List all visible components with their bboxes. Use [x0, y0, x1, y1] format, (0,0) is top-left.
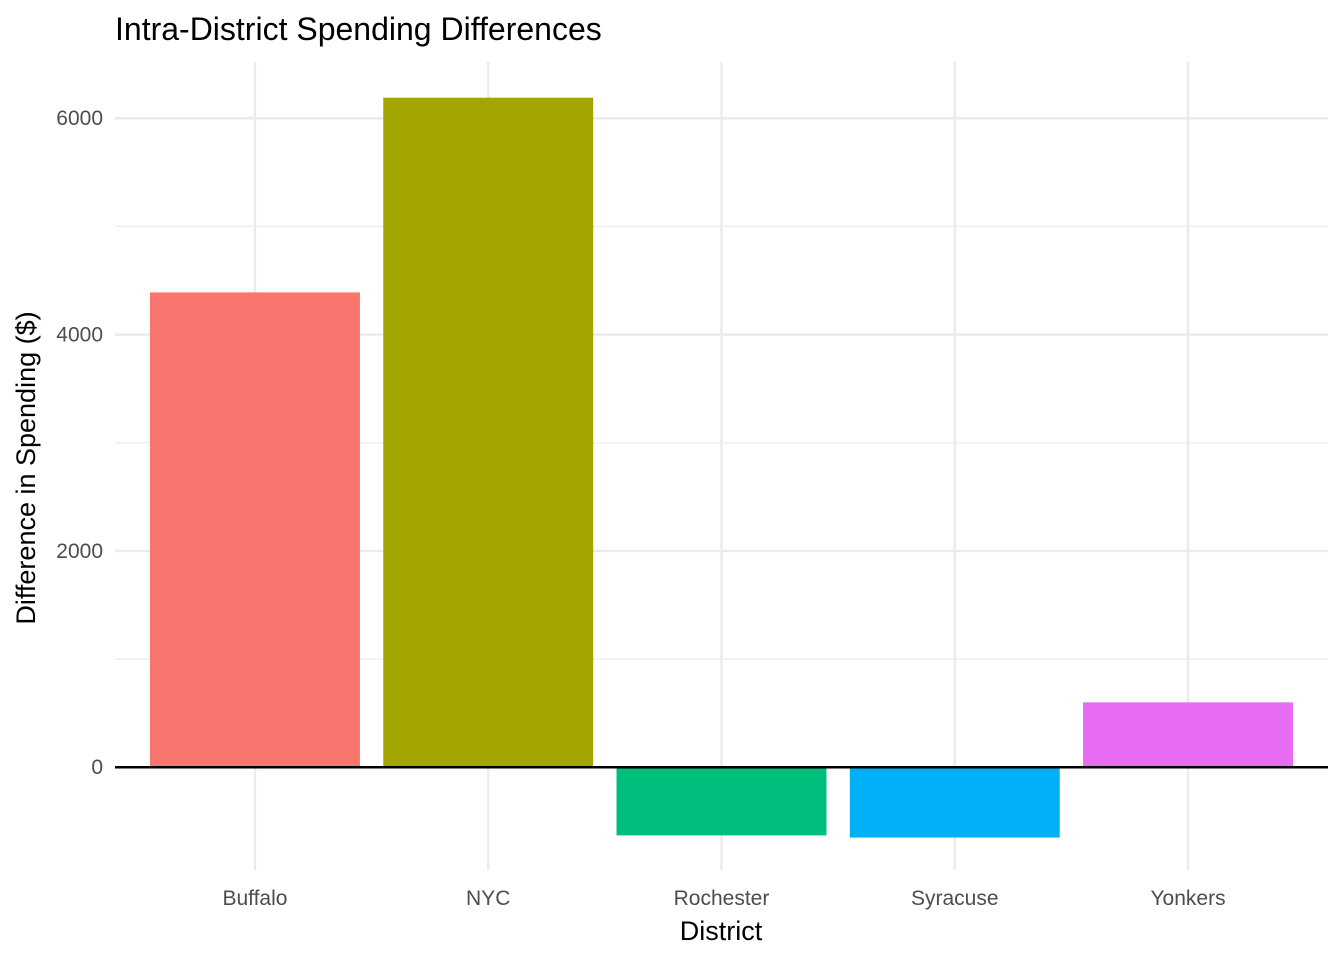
y-tick-label: 2000 [56, 540, 103, 563]
bar-buffalo [149, 292, 360, 768]
x-tick-label: Yonkers [1150, 887, 1225, 910]
y-tick-label: 0 [91, 756, 103, 779]
y-tick-label: 6000 [56, 107, 103, 130]
bar-yonkers [1083, 702, 1294, 768]
bar-nyc [383, 97, 594, 768]
y-axis-title: Difference in Spending ($) [11, 311, 41, 624]
x-tick-label: Rochester [674, 887, 770, 910]
x-axis-title: District [680, 916, 763, 946]
chart-title: Intra-District Spending Differences [115, 11, 602, 47]
x-tick-label: Buffalo [222, 887, 287, 910]
x-tick-label: Syracuse [911, 887, 999, 910]
x-axis-ticks: Buffalo NYC Rochester Syracuse Yonkers [222, 887, 1225, 910]
bars [149, 97, 1294, 838]
x-tick-label: NYC [466, 887, 510, 910]
y-axis-ticks: 0 2000 4000 6000 [56, 107, 103, 779]
y-tick-label: 4000 [56, 324, 103, 347]
bar-rochester [616, 767, 827, 836]
bar-syracuse [849, 767, 1060, 838]
